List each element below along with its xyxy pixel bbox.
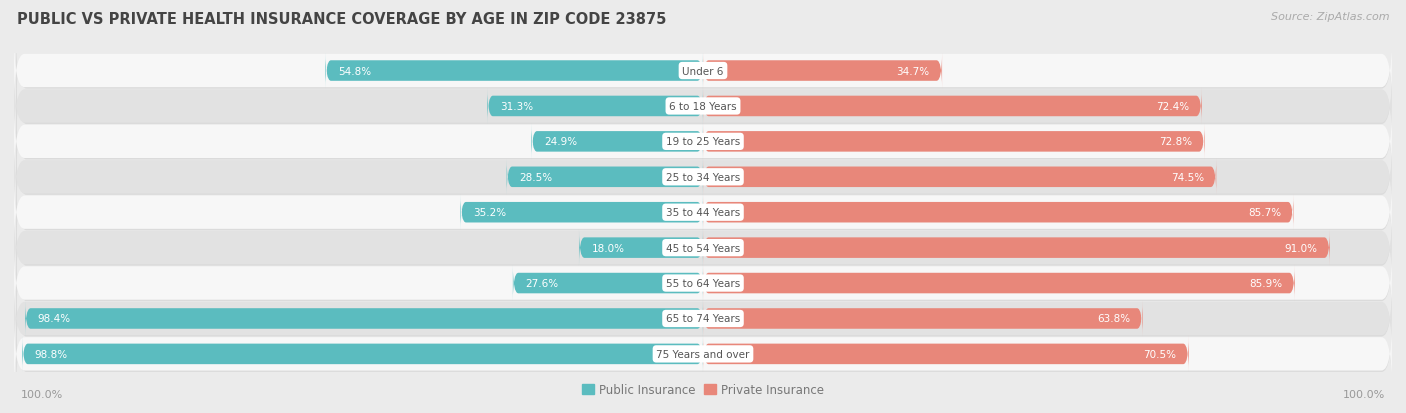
FancyBboxPatch shape [15,284,1392,356]
FancyBboxPatch shape [703,53,942,89]
FancyBboxPatch shape [14,247,1392,320]
Text: 24.9%: 24.9% [544,137,576,147]
Text: Under 6: Under 6 [682,66,724,76]
Text: 63.8%: 63.8% [1097,314,1130,324]
Text: 100.0%: 100.0% [1343,389,1385,399]
FancyBboxPatch shape [15,142,1392,215]
FancyBboxPatch shape [14,282,1392,355]
Text: 25 to 34 Years: 25 to 34 Years [666,172,740,183]
Text: 19 to 25 Years: 19 to 25 Years [666,137,740,147]
Text: 35 to 44 Years: 35 to 44 Years [666,208,740,218]
Text: 18.0%: 18.0% [592,243,624,253]
FancyBboxPatch shape [25,301,703,337]
FancyBboxPatch shape [22,336,703,372]
FancyBboxPatch shape [15,72,1392,145]
Text: Source: ZipAtlas.com: Source: ZipAtlas.com [1271,12,1389,22]
Text: 100.0%: 100.0% [21,389,63,399]
FancyBboxPatch shape [703,301,1143,337]
Text: 72.4%: 72.4% [1156,102,1189,112]
FancyBboxPatch shape [703,195,1294,231]
FancyBboxPatch shape [488,89,703,125]
FancyBboxPatch shape [703,230,1330,266]
FancyBboxPatch shape [461,195,703,231]
Text: 70.5%: 70.5% [1143,349,1177,359]
Text: 55 to 64 Years: 55 to 64 Years [666,278,740,288]
Text: 72.8%: 72.8% [1159,137,1192,147]
FancyBboxPatch shape [14,106,1392,178]
FancyBboxPatch shape [703,124,1205,160]
FancyBboxPatch shape [506,159,703,195]
FancyBboxPatch shape [15,319,1392,392]
Text: 85.9%: 85.9% [1250,278,1282,288]
FancyBboxPatch shape [703,265,1295,301]
FancyBboxPatch shape [325,53,703,89]
FancyBboxPatch shape [15,36,1392,109]
Text: PUBLIC VS PRIVATE HEALTH INSURANCE COVERAGE BY AGE IN ZIP CODE 23875: PUBLIC VS PRIVATE HEALTH INSURANCE COVER… [17,12,666,27]
FancyBboxPatch shape [703,89,1202,125]
Text: 45 to 54 Years: 45 to 54 Years [666,243,740,253]
Text: 54.8%: 54.8% [337,66,371,76]
Text: 65 to 74 Years: 65 to 74 Years [666,314,740,324]
Text: 6 to 18 Years: 6 to 18 Years [669,102,737,112]
FancyBboxPatch shape [15,178,1392,251]
FancyBboxPatch shape [703,159,1216,195]
Text: 98.4%: 98.4% [38,314,70,324]
Text: 27.6%: 27.6% [526,278,558,288]
Text: 35.2%: 35.2% [472,208,506,218]
FancyBboxPatch shape [14,318,1392,390]
FancyBboxPatch shape [14,35,1392,108]
FancyBboxPatch shape [15,248,1392,321]
Text: 34.7%: 34.7% [897,66,929,76]
FancyBboxPatch shape [14,70,1392,143]
Text: 28.5%: 28.5% [519,172,553,183]
Legend: Public Insurance, Private Insurance: Public Insurance, Private Insurance [578,379,828,401]
FancyBboxPatch shape [14,141,1392,214]
Text: 85.7%: 85.7% [1249,208,1281,218]
FancyBboxPatch shape [15,213,1392,286]
Text: 31.3%: 31.3% [499,102,533,112]
Text: 98.8%: 98.8% [35,349,67,359]
Text: 91.0%: 91.0% [1285,243,1317,253]
FancyBboxPatch shape [531,124,703,160]
FancyBboxPatch shape [14,211,1392,285]
FancyBboxPatch shape [15,107,1392,180]
FancyBboxPatch shape [703,336,1188,372]
Text: 74.5%: 74.5% [1171,172,1204,183]
FancyBboxPatch shape [14,176,1392,249]
FancyBboxPatch shape [579,230,703,266]
FancyBboxPatch shape [513,265,703,301]
Text: 75 Years and over: 75 Years and over [657,349,749,359]
